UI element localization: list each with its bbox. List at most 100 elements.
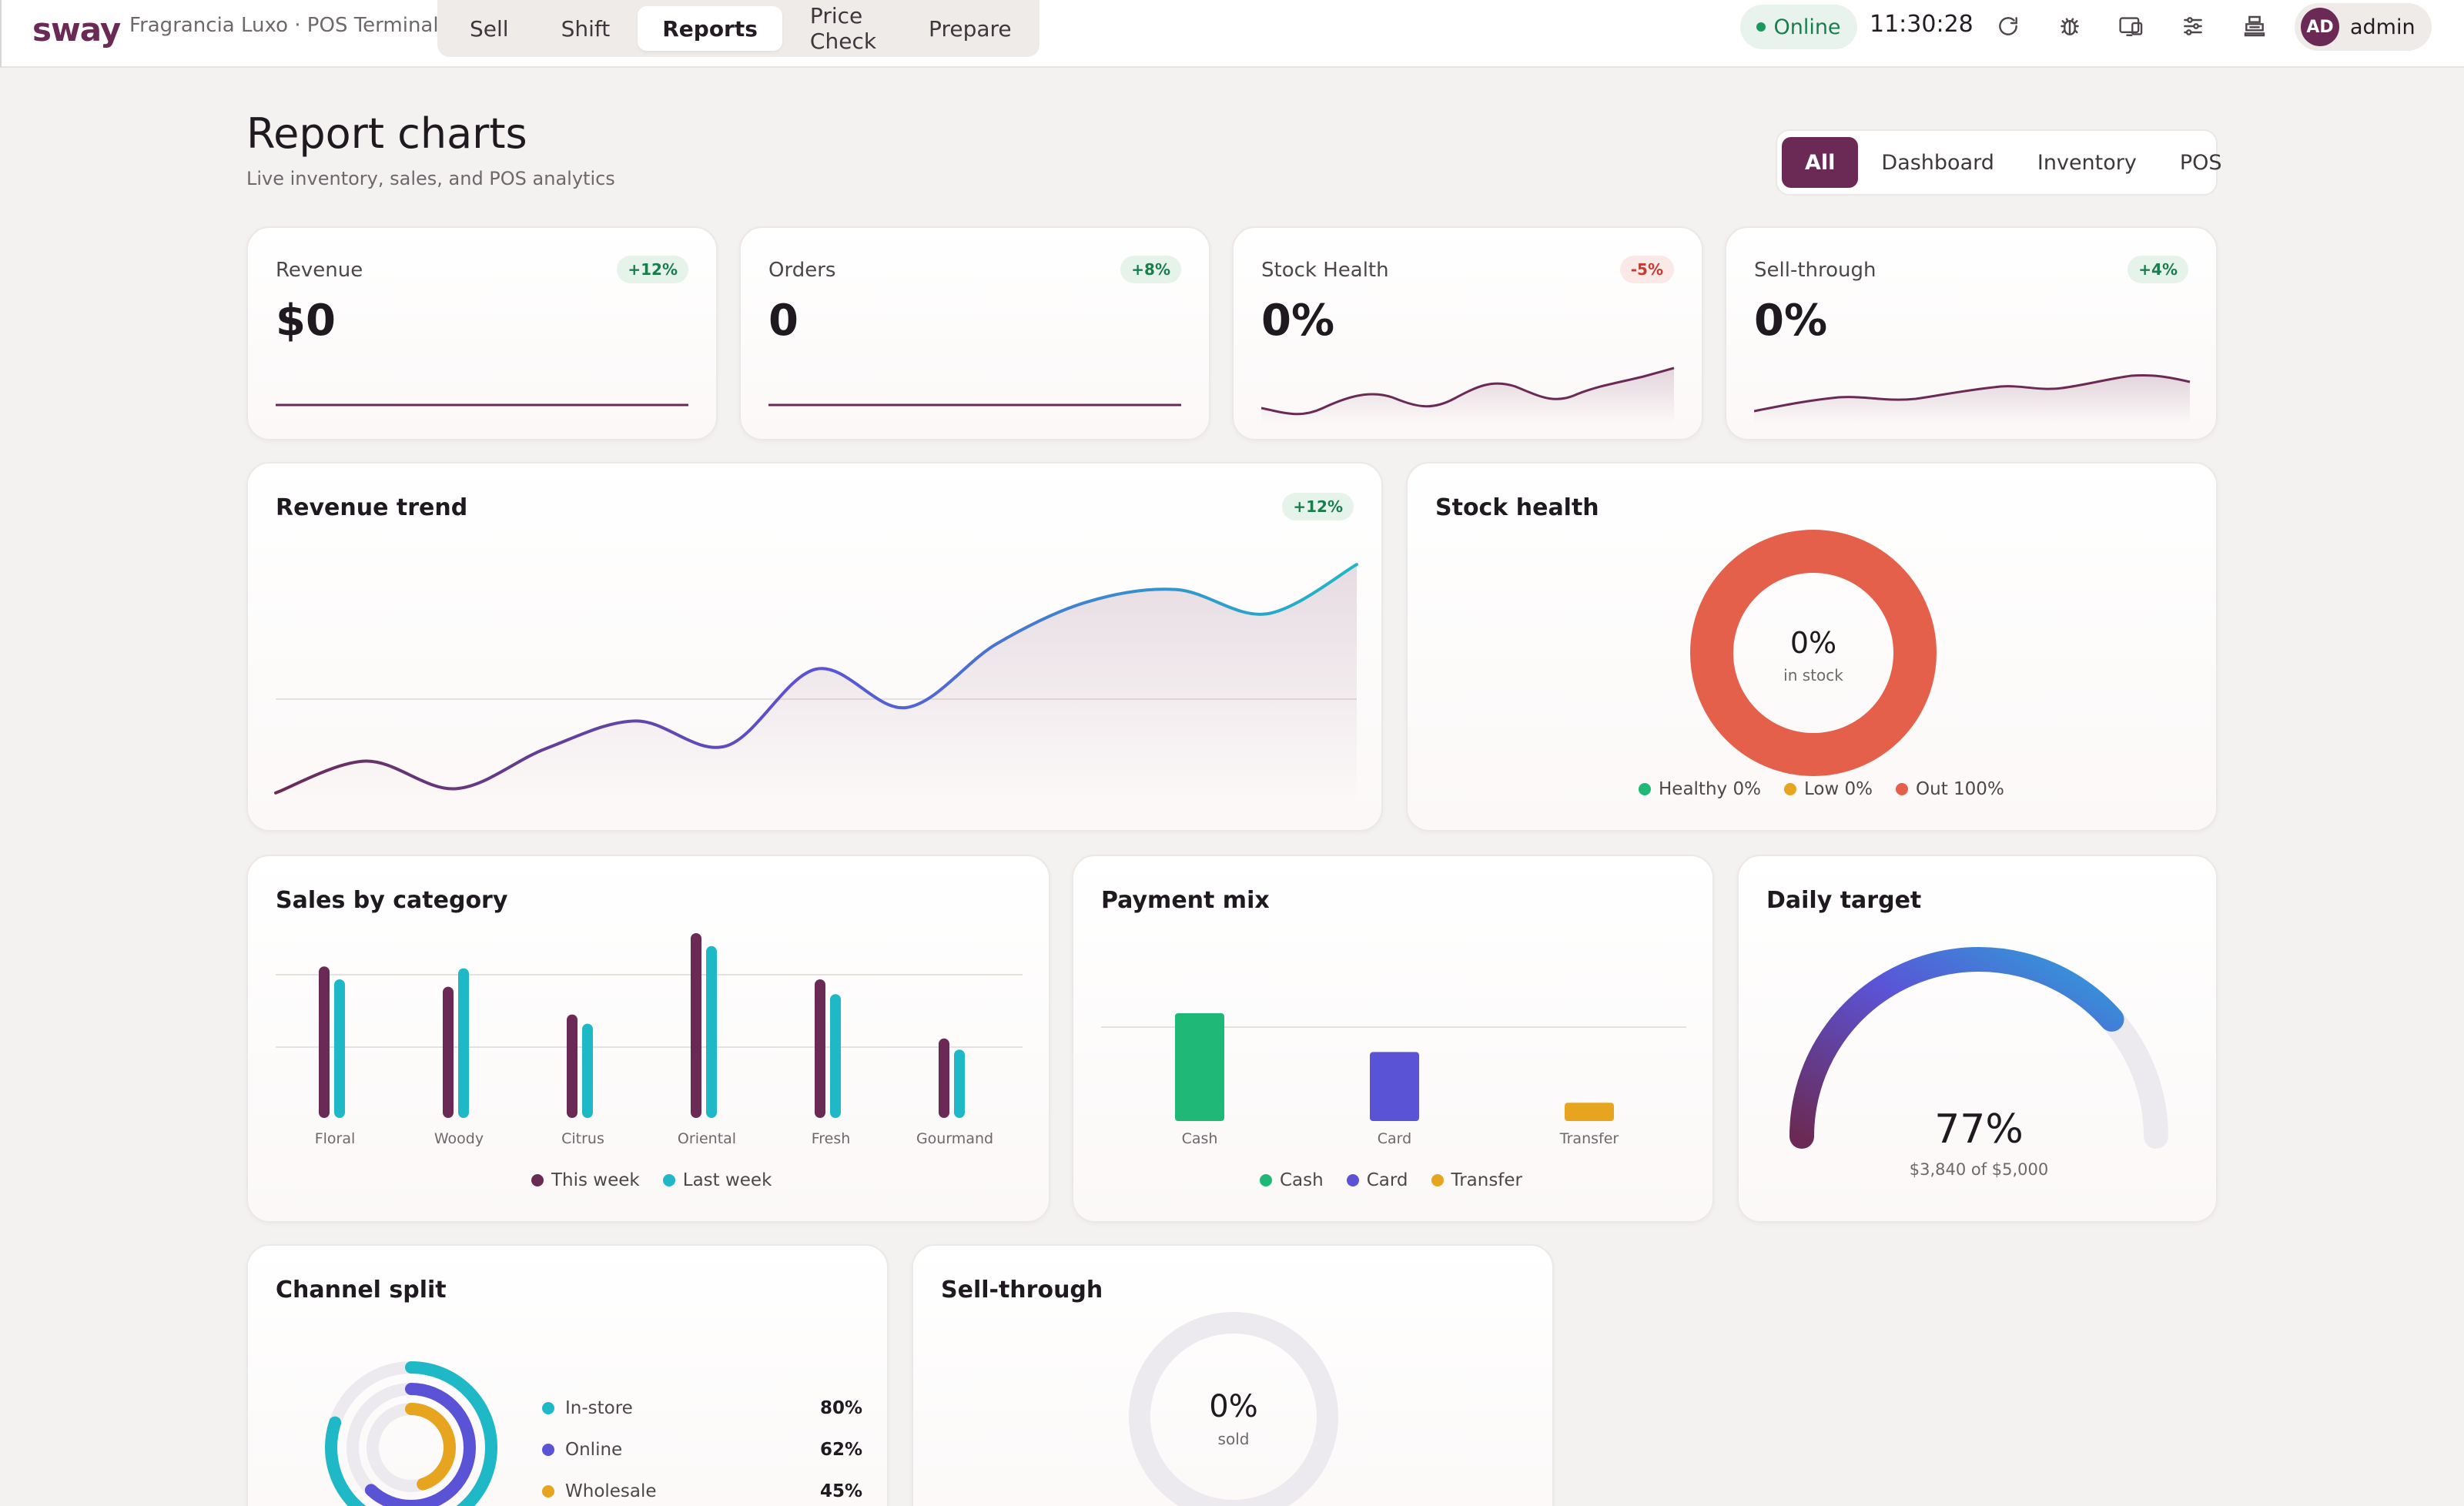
tab-shift[interactable]: Shift — [561, 15, 611, 42]
kpi-value: 0% — [1754, 296, 1828, 346]
bar-citrus-this-week — [567, 1014, 578, 1118]
legend-swatch — [542, 1485, 554, 1498]
legend-item: This week — [531, 1170, 640, 1190]
legend-swatch — [542, 1444, 554, 1456]
channel-row: Wholesale 45% — [542, 1471, 862, 1506]
channel-row: Online 62% — [542, 1429, 862, 1471]
channel-split-card: Channel split In-store 80% Online 62% Wh… — [246, 1244, 889, 1506]
display-icon[interactable] — [2116, 11, 2147, 42]
sell-through-ring: 0% sold — [1129, 1312, 1338, 1506]
payment-mix-card: Payment mix Cash Card Transfer Cash Card T… — [1072, 855, 1714, 1223]
revenue-trend-card: Revenue trend +12% — [246, 462, 1383, 832]
legend-item: Last week — [662, 1170, 772, 1190]
gauge-fill — [1789, 947, 2124, 1149]
kpi-value: $0 — [276, 296, 336, 346]
legend-swatch — [1783, 783, 1796, 795]
bar-oriental-this-week — [691, 933, 701, 1118]
legend-item: Cash — [1260, 1170, 1324, 1190]
filter-pos[interactable]: POS — [2179, 150, 2222, 175]
kpi-sparkline — [276, 403, 688, 407]
card-title: Payment mix — [1101, 887, 1270, 914]
gauge-detail: $3,840 of $5,000 — [1910, 1160, 2049, 1179]
bar-woody-this-week — [443, 986, 454, 1118]
x-tick-label: Oriental — [678, 1130, 736, 1147]
legend-label: Out 100% — [1916, 779, 2004, 799]
tab-reports[interactable]: Reports — [638, 6, 782, 51]
filter-dashboard[interactable]: Dashboard — [1881, 150, 1994, 175]
legend-item: Card — [1346, 1170, 1408, 1190]
card-title: Daily target — [1766, 887, 1922, 914]
bug-icon[interactable] — [2054, 11, 2085, 42]
tab-prepare[interactable]: Prepare — [929, 15, 1012, 42]
ring-center-value: 0% — [1209, 1389, 1257, 1424]
top-bar: sway Fragrancia Luxo · POS Terminal Sell… — [0, 0, 2464, 68]
card-title: Stock health — [1435, 494, 1599, 521]
kpi-change-badge: +4% — [2128, 256, 2188, 283]
legend-swatch — [662, 1174, 675, 1186]
kpi-change-badge: -5% — [1619, 256, 1674, 283]
connection-status-label: Online — [1773, 15, 1841, 39]
channel-list: In-store 80% Online 62% Wholesale 45% — [542, 1387, 862, 1506]
refresh-icon[interactable] — [1993, 11, 2024, 42]
legend-label: Transfer — [1451, 1170, 1523, 1190]
sell-through-card: Sell-through 0% sold — [912, 1244, 1554, 1506]
ring-center-label: sold — [1218, 1430, 1250, 1448]
trend-change-badge: +12% — [1282, 493, 1354, 520]
channel-label: Online — [565, 1440, 623, 1460]
tab-price-check[interactable]: Price Check — [809, 3, 877, 54]
ring-online — [346, 1383, 476, 1506]
legend-swatch — [1260, 1174, 1272, 1186]
sliders-icon[interactable] — [2178, 11, 2208, 42]
kpi-change-badge: +8% — [1120, 256, 1181, 283]
trend-line — [274, 563, 1358, 795]
kpi-value: 0% — [1261, 296, 1335, 346]
x-tick-label: Transfer — [1559, 1130, 1619, 1147]
x-tick-label: Citrus — [561, 1130, 604, 1147]
donut-center-value: 0% — [1790, 626, 1836, 660]
sales-legend: This week Last week — [531, 1170, 772, 1190]
page-title: Report charts — [246, 109, 527, 158]
bar-oriental-last-week — [706, 945, 717, 1118]
ring-wholesale — [367, 1403, 456, 1492]
filter-all[interactable]: All — [1782, 137, 1859, 188]
x-tick-label: Woody — [434, 1130, 484, 1147]
kpi-value: 0 — [768, 296, 798, 346]
store-name: Fragrancia Luxo · POS Terminal — [129, 14, 439, 37]
x-tick-label: Cash — [1182, 1130, 1218, 1147]
ring-track — [1129, 1312, 1338, 1506]
connection-status-badge: Online — [1740, 5, 1857, 49]
channel-value: 80% — [819, 1398, 862, 1418]
legend-swatch — [531, 1174, 544, 1186]
bar-card — [1370, 1052, 1419, 1121]
card-title: Revenue trend — [276, 494, 468, 521]
payment-legend: Cash Card Transfer — [1260, 1170, 1522, 1190]
page-subtitle: Live inventory, sales, and POS analytics — [246, 168, 615, 189]
bar-gourmand-last-week — [954, 1049, 965, 1118]
legend-label: This week — [551, 1170, 640, 1190]
kpi-card-stock-health: Stock Health -5% 0% — [1232, 226, 1703, 440]
legend-label: Low 0% — [1803, 779, 1873, 799]
printer-icon[interactable] — [2239, 11, 2270, 42]
bar-gourmand-this-week — [939, 1038, 949, 1118]
bar-citrus-last-week — [582, 1023, 593, 1118]
filter-inventory[interactable]: Inventory — [2037, 150, 2137, 175]
tab-sell[interactable]: Sell — [470, 15, 509, 42]
donut-center-label: in stock — [1783, 666, 1843, 684]
kpi-sparkline — [768, 403, 1181, 407]
brand-logo[interactable]: sway — [32, 11, 121, 49]
revenue-trend-chart — [274, 563, 1358, 802]
kpi-sparkline — [1754, 374, 2191, 423]
channel-value: 45% — [819, 1481, 862, 1501]
sales-by-category-chart: Floral Woody Citrus Oriental Fresh Gourmand — [276, 933, 1023, 1147]
report-filter: All Dashboard Inventory POS — [1776, 129, 2222, 196]
bar-fresh-this-week — [815, 979, 825, 1118]
legend-item: Transfer — [1431, 1170, 1522, 1190]
kpi-sparkline — [1261, 366, 1675, 423]
kpi-label: Stock Health — [1261, 259, 1389, 282]
x-tick-label: Card — [1378, 1130, 1411, 1147]
main-nav-tabs: Sell Shift Reports Price Check Prepare — [437, 0, 1040, 57]
legend-swatch — [1431, 1174, 1444, 1186]
user-menu[interactable]: AD admin — [2295, 3, 2432, 51]
card-title: Sell-through — [941, 1277, 1103, 1304]
channel-split-rings — [325, 1361, 497, 1506]
